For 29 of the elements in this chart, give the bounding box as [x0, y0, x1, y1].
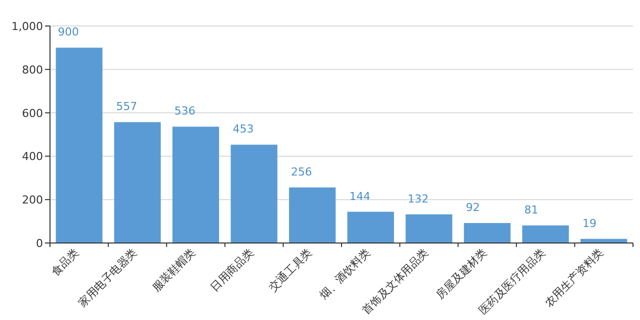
data-label: 144	[349, 190, 370, 203]
bar	[114, 122, 161, 243]
data-label: 81	[524, 203, 538, 216]
bar	[347, 212, 394, 243]
bar	[172, 126, 220, 243]
bar	[464, 223, 511, 243]
data-label: 536	[174, 104, 196, 118]
bar	[56, 48, 102, 243]
data-label: 19	[582, 216, 597, 230]
data-label: 900	[58, 26, 79, 39]
data-label: 92	[466, 201, 480, 214]
y-tick-label: 200	[22, 194, 43, 207]
x-tick-label: 食品类	[48, 246, 82, 278]
x-tick-label: 服装鞋帽类	[150, 246, 198, 294]
data-label: 256	[291, 165, 312, 178]
y-tick-label: 0	[36, 237, 43, 250]
data-label: 132	[408, 192, 429, 206]
y-tick-label: 400	[22, 150, 43, 164]
x-tick-label: 交通工具类	[266, 246, 314, 294]
bar	[522, 225, 569, 243]
y-tick-label: 800	[22, 63, 43, 76]
y-tick-label: 600	[22, 106, 43, 120]
bar	[406, 214, 452, 243]
x-tick-label: 日用商品类	[208, 246, 256, 294]
bar	[230, 144, 278, 243]
y-tick-label: 1,000	[12, 20, 43, 33]
data-label: 453	[232, 122, 254, 136]
data-label: 557	[116, 100, 138, 114]
bar	[289, 187, 336, 243]
